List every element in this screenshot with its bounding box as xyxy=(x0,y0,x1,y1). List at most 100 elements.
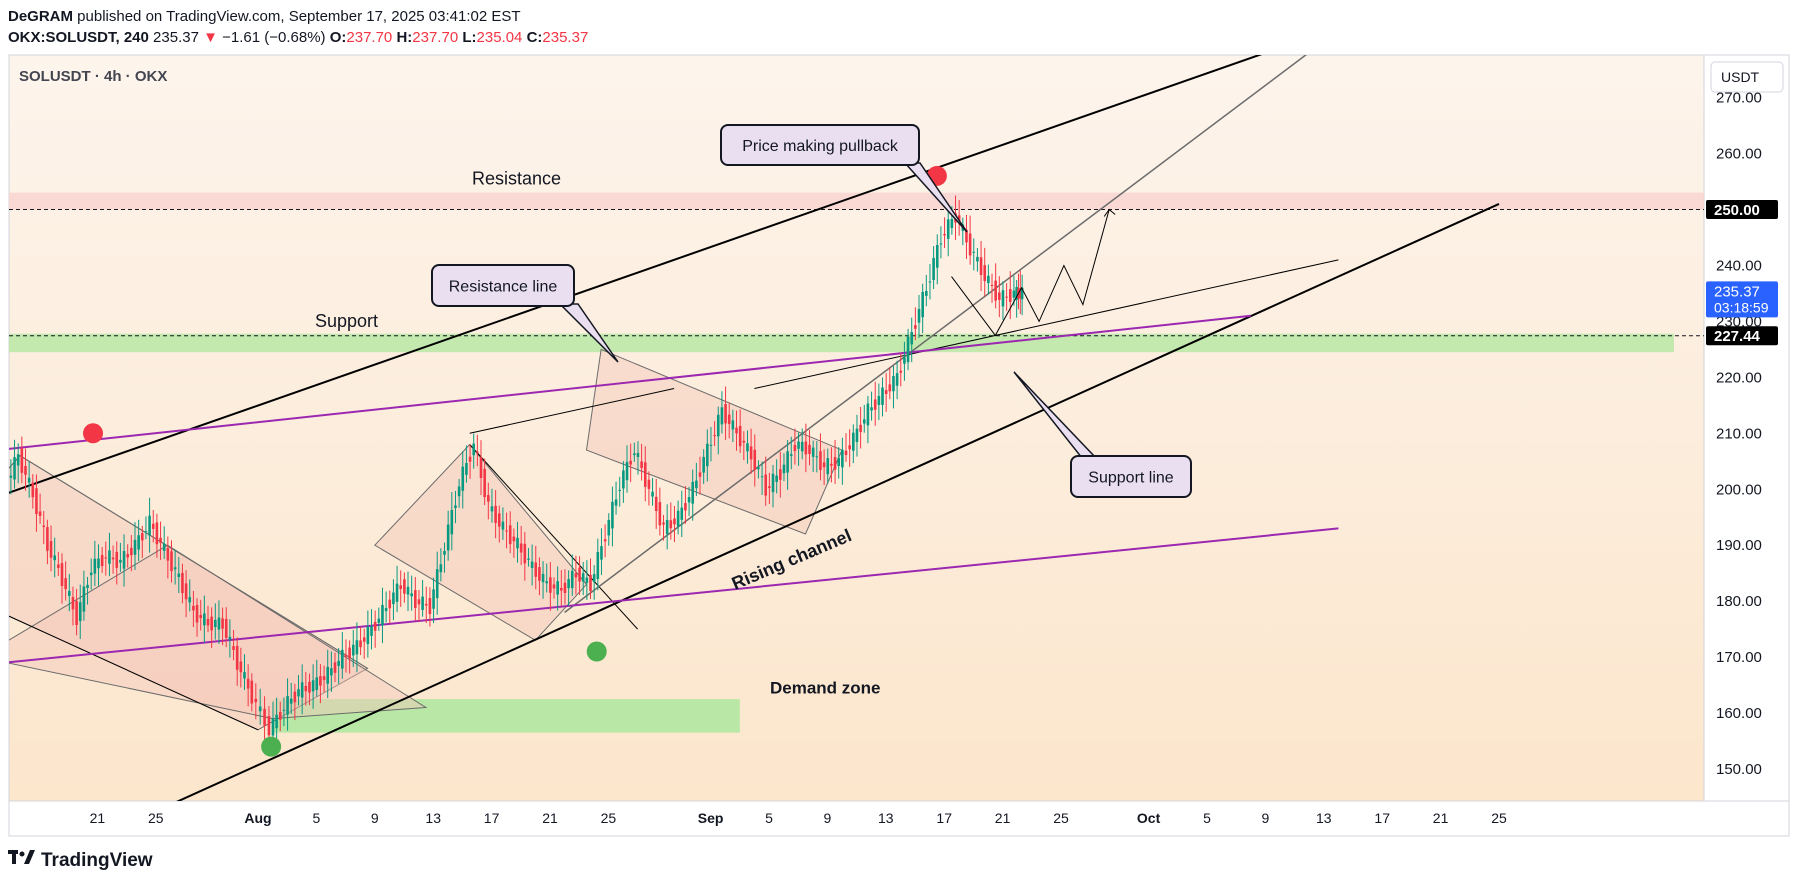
candle xyxy=(695,462,698,497)
candle-body xyxy=(1020,287,1024,300)
candle xyxy=(841,437,844,485)
candle-body xyxy=(243,672,246,679)
x-tick-label: 21 xyxy=(542,810,558,826)
candle-body xyxy=(1019,288,1022,299)
candle xyxy=(523,531,527,581)
candle-body xyxy=(170,551,173,572)
candle xyxy=(735,410,738,451)
tradingview-logo[interactable]: TradingView xyxy=(8,850,153,872)
x-tick-label: 13 xyxy=(878,810,894,826)
candle-body xyxy=(990,284,994,286)
candle-body xyxy=(932,257,935,280)
candle xyxy=(935,234,939,285)
candle-body xyxy=(768,486,771,488)
candle xyxy=(42,511,46,545)
candle-body xyxy=(250,680,254,704)
candle-body xyxy=(841,449,844,468)
candle xyxy=(27,461,31,498)
candle xyxy=(341,632,344,679)
candle-body xyxy=(322,676,326,680)
candle xyxy=(86,576,89,605)
candle-body xyxy=(82,586,86,612)
candle-body xyxy=(289,698,293,704)
candle-body xyxy=(906,336,910,363)
channel-lower-line xyxy=(176,202,1500,801)
support-label: Support xyxy=(315,311,378,331)
candle xyxy=(151,510,155,543)
support-zone xyxy=(9,333,1674,353)
candle-body xyxy=(210,616,213,631)
candle xyxy=(873,381,877,426)
candle-body xyxy=(362,637,366,642)
candle xyxy=(487,482,490,520)
candle-body xyxy=(779,469,782,480)
x-tick-label: 17 xyxy=(936,810,952,826)
candle-body xyxy=(534,562,538,577)
candle xyxy=(483,458,486,506)
candle-body xyxy=(115,551,119,568)
candle-body xyxy=(618,489,622,491)
candle-body xyxy=(315,677,319,690)
candle xyxy=(596,538,600,591)
resistance-zone xyxy=(9,192,1704,210)
currency-selector[interactable] xyxy=(1710,61,1784,93)
time-axis[interactable] xyxy=(8,800,1790,837)
candle xyxy=(943,217,946,248)
candle-body xyxy=(213,619,217,628)
candle-body xyxy=(27,477,31,483)
candle xyxy=(9,459,13,495)
currency-label[interactable]: USDT xyxy=(1721,69,1760,85)
candle xyxy=(819,433,822,481)
candle-body xyxy=(607,520,611,536)
candle xyxy=(925,274,928,307)
candle-body xyxy=(454,505,457,509)
candle xyxy=(946,209,950,257)
candle xyxy=(870,391,873,421)
candle-body xyxy=(614,499,618,506)
candle-body xyxy=(702,456,705,473)
candle-body xyxy=(976,256,979,262)
candle xyxy=(278,701,282,732)
x-tick-label: 25 xyxy=(1053,810,1069,826)
candle-body xyxy=(472,443,476,456)
candle-body xyxy=(826,458,830,475)
candle xyxy=(782,453,786,482)
candle xyxy=(315,659,319,697)
candle-body xyxy=(75,601,78,625)
candle xyxy=(749,428,753,474)
candle xyxy=(771,464,775,508)
candle-body xyxy=(873,399,877,410)
candle xyxy=(720,391,724,434)
candle xyxy=(97,544,100,586)
projection-path xyxy=(951,209,1110,337)
candle xyxy=(563,569,567,605)
candle-body xyxy=(162,543,166,551)
candle xyxy=(976,247,979,272)
author-name[interactable]: DeGRAM xyxy=(8,8,74,25)
candle xyxy=(468,444,472,479)
candle xyxy=(64,561,67,601)
candle xyxy=(479,440,483,496)
candle-body xyxy=(581,573,585,582)
candle-body xyxy=(457,486,461,497)
price-axis[interactable] xyxy=(1703,54,1790,802)
candle-body xyxy=(735,427,738,434)
close-value: 235.37 xyxy=(542,29,589,46)
candle-body xyxy=(647,479,651,489)
candle-body xyxy=(286,695,289,715)
candle-body xyxy=(563,582,567,593)
candle-body xyxy=(753,449,757,470)
candle-body xyxy=(903,357,906,364)
x-tick-label: 25 xyxy=(601,810,617,826)
callout-price-pullback-box xyxy=(720,124,920,166)
price-tag-227-value: 227.44 xyxy=(1714,328,1761,345)
candle-body xyxy=(523,543,527,564)
candle-body xyxy=(884,390,888,395)
candle-body xyxy=(93,558,97,574)
candle-body xyxy=(71,597,75,610)
callout-resistance-line-box xyxy=(431,264,575,307)
candle xyxy=(439,548,443,582)
candle-body xyxy=(13,457,16,480)
candle-body xyxy=(351,644,355,656)
